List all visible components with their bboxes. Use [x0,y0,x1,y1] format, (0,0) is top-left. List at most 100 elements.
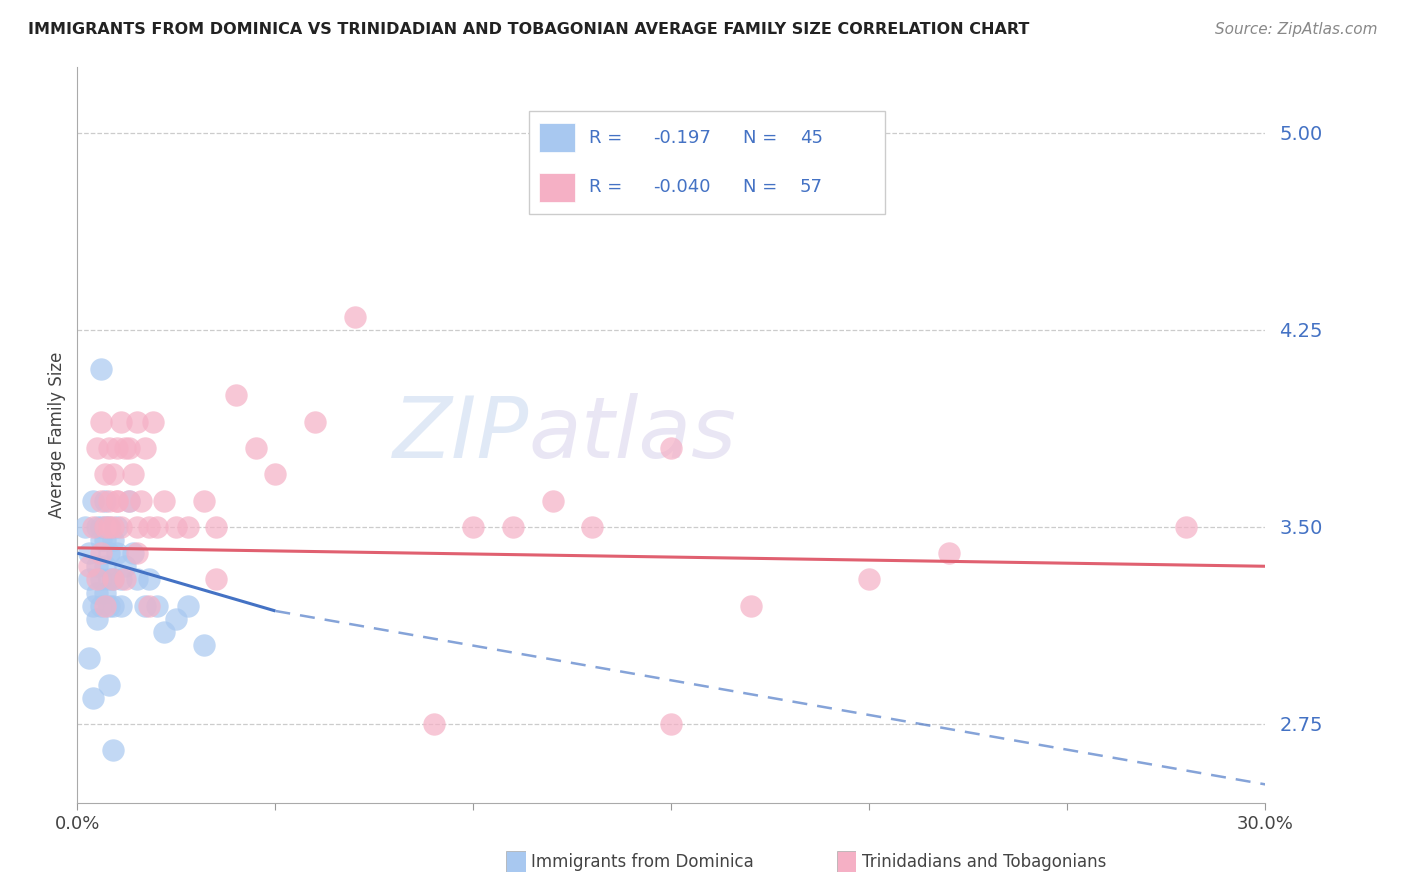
Point [118,493,141,508]
Text: Trinidadians and Tobagonians: Trinidadians and Tobagonians [862,853,1107,871]
Point [90,599,112,613]
Point [98,599,121,613]
Point [114,441,136,455]
Point [145,520,167,534]
Point [138,599,160,613]
Point [661,441,683,455]
Point [938,546,960,560]
Point [98,546,121,560]
Point [105,546,128,560]
Point [90,493,112,508]
Point [98,493,121,508]
Point [193,493,215,508]
Point [101,743,124,757]
Y-axis label: Average Family Size: Average Family Size [48,351,66,518]
Point [94,467,117,482]
Point [118,493,141,508]
Point [205,573,228,587]
Point [165,612,187,626]
Point [740,599,762,613]
Point [153,493,176,508]
Point [121,467,143,482]
Point [90,415,112,429]
Point [343,310,366,324]
Text: Immigrants from Dominica: Immigrants from Dominica [531,853,754,871]
Point [101,573,124,587]
Point [129,493,152,508]
Point [94,599,117,613]
Point [463,520,485,534]
Point [90,362,112,376]
Point [86,520,108,534]
Point [193,638,215,652]
Point [90,520,112,534]
Point [94,520,117,534]
Point [94,533,117,547]
Point [304,415,326,429]
Point [245,441,267,455]
Point [101,599,124,613]
Point [125,546,148,560]
Point [98,441,121,455]
Point [110,520,132,534]
Point [77,573,100,587]
Point [114,573,136,587]
Point [125,573,148,587]
Point [105,441,128,455]
Point [86,573,108,587]
Point [114,559,136,574]
Point [541,493,564,508]
Point [90,533,112,547]
Point [225,388,247,402]
Text: atlas: atlas [529,393,737,476]
Point [105,493,128,508]
Point [142,415,165,429]
Point [77,559,100,574]
Point [118,441,141,455]
Point [125,520,148,534]
Point [77,546,100,560]
Point [153,624,176,639]
Text: ZIP: ZIP [392,393,529,476]
Point [110,415,132,429]
Point [82,520,104,534]
Point [110,573,132,587]
Point [177,520,200,534]
Text: Source: ZipAtlas.com: Source: ZipAtlas.com [1215,22,1378,37]
Point [101,573,124,587]
Point [858,573,880,587]
Point [94,559,117,574]
Point [75,520,97,534]
Point [502,520,524,534]
Point [105,520,128,534]
Point [205,520,228,534]
Point [86,612,108,626]
Point [105,493,128,508]
Point [90,573,112,587]
Point [134,599,156,613]
Text: IMMIGRANTS FROM DOMINICA VS TRINIDADIAN AND TOBAGONIAN AVERAGE FAMILY SIZE CORRE: IMMIGRANTS FROM DOMINICA VS TRINIDADIAN … [28,22,1029,37]
Point [94,493,117,508]
Point [264,467,287,482]
Point [101,533,124,547]
Point [77,651,100,665]
Point [1175,520,1198,534]
Point [661,717,683,731]
Point [101,520,124,534]
Point [98,677,121,691]
Point [94,585,117,599]
Point [86,441,108,455]
Point [581,520,603,534]
Point [110,599,132,613]
Point [145,599,167,613]
Point [86,559,108,574]
Point [165,520,187,534]
Point [134,441,156,455]
Point [94,520,117,534]
Point [90,546,112,560]
Point [98,573,121,587]
Point [121,546,143,560]
Point [138,520,160,534]
Point [86,585,108,599]
Point [138,573,160,587]
